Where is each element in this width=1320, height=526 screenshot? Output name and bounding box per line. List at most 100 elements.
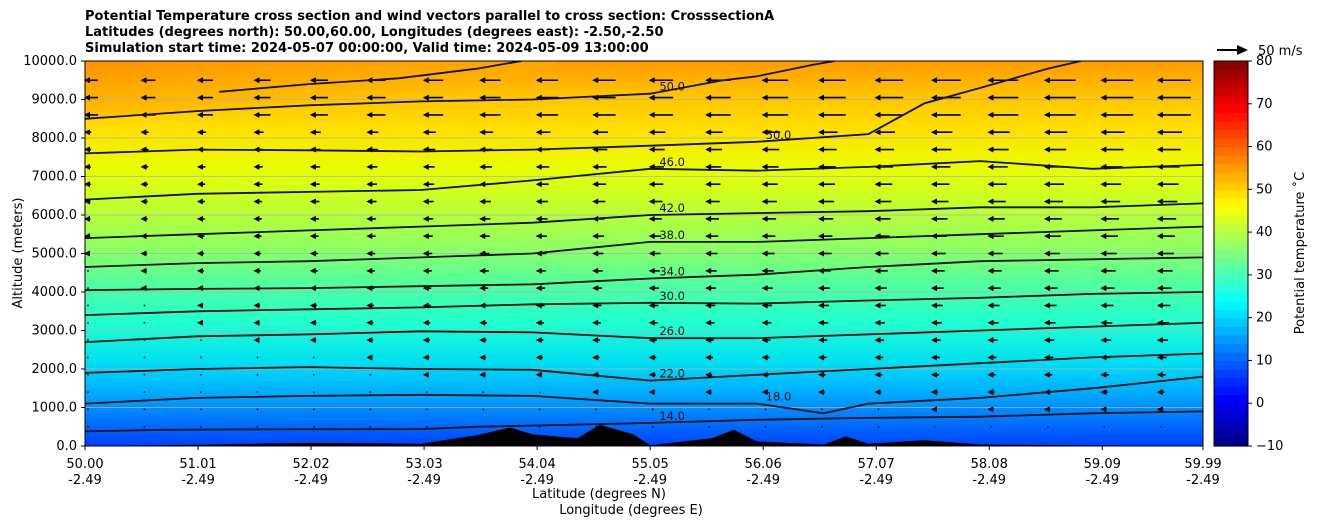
y-tick-label: 9000.0: [32, 93, 78, 108]
wind-vector-head-icon: [592, 129, 599, 136]
wind-vector-head-icon: [253, 94, 260, 101]
x-tick-label-latitude: 53.03: [405, 457, 442, 472]
wind-vector-head-icon: [1156, 198, 1163, 205]
wind-vector: [705, 250, 718, 257]
x-tick-label-latitude: 54.04: [519, 457, 556, 472]
wind-vector: [987, 163, 1008, 170]
wind-vector: [87, 339, 89, 342]
wind-vector: [705, 94, 731, 101]
wind-vector-head-icon: [592, 337, 599, 344]
wind-vector: [1100, 233, 1118, 240]
wind-vector: [761, 129, 781, 136]
wind-vector: [592, 111, 616, 118]
wind-vector-head-icon: [874, 198, 881, 205]
wind-vector: [366, 233, 376, 240]
wind-vector: [648, 302, 659, 309]
wind-vector-head-icon: [1100, 233, 1107, 240]
wind-vector: [1156, 285, 1172, 292]
wind-vector-head-icon: [253, 250, 260, 257]
wind-vector-head-icon: [818, 319, 825, 326]
wind-vector-head-icon: [874, 215, 881, 222]
wind-vector: [874, 146, 895, 153]
wind-vector: [309, 181, 320, 188]
wind-vector-head-icon: [930, 215, 937, 222]
wind-vector: [369, 425, 372, 428]
colorbar-frame: [1213, 60, 1249, 447]
colorbar: [1214, 61, 1248, 447]
wind-vector: [764, 408, 767, 411]
y-tick-label: 10000.0: [23, 54, 77, 69]
colorbar-segment: [1214, 155, 1248, 165]
wind-vector: [143, 425, 146, 428]
wind-vector-head-icon: [987, 146, 994, 153]
wind-vector: [253, 250, 262, 257]
wind-vector-head-icon: [253, 319, 260, 326]
wind-vector: [366, 354, 373, 361]
wind-vector: [761, 319, 772, 326]
colorbar-tick-label: 10: [1256, 353, 1273, 368]
wind-vector-head-icon: [309, 233, 316, 240]
y-tick-label: 2000.0: [32, 362, 78, 377]
wind-vector-head-icon: [479, 319, 486, 326]
wind-vector: [1156, 181, 1179, 188]
wind-vector: [1156, 146, 1181, 153]
wind-vector-head-icon: [140, 250, 147, 257]
x-tick-label-latitude: 57.07: [858, 457, 895, 472]
wind-vector-head-icon: [422, 233, 429, 240]
wind-vector-head-icon: [309, 94, 316, 101]
wind-vector: [1100, 337, 1112, 344]
wind-vector-head-icon: [309, 215, 316, 222]
wind-vector: [705, 354, 713, 361]
wind-vector: [140, 163, 149, 170]
wind-vector: [196, 111, 214, 118]
wind-vector-head-icon: [648, 371, 655, 378]
colorbar-label: Potential temperature ˚C: [1292, 172, 1308, 335]
wind-vector-head-icon: [479, 337, 486, 344]
wind-vector: [708, 425, 711, 428]
wind-vector: [874, 198, 892, 205]
wind-vector: [705, 285, 716, 292]
wind-vector: [256, 391, 259, 393]
wind-vector: [592, 337, 601, 344]
wind-vector: [1159, 425, 1162, 428]
colorbar-segment: [1214, 232, 1248, 242]
wind-vector: [369, 408, 372, 411]
wind-vector-head-icon: [818, 146, 825, 153]
wind-vector-head-icon: [1043, 285, 1050, 292]
wind-vector: [366, 111, 386, 118]
wind-vector-head-icon: [592, 354, 599, 361]
wind-vector-head-icon: [987, 267, 994, 274]
wind-vector-head-icon: [253, 198, 260, 205]
wind-vector-head-icon: [422, 77, 429, 84]
wind-vector-head-icon: [535, 267, 542, 274]
wind-vector-head-icon: [1100, 337, 1107, 344]
wind-vector: [761, 354, 770, 361]
wind-vector-head-icon: [140, 163, 147, 170]
wind-vector: [85, 181, 91, 188]
colorbar-segment: [1214, 61, 1248, 71]
wind-vector-head-icon: [705, 129, 712, 136]
wind-vector: [1156, 215, 1177, 222]
wind-vector-head-icon: [1156, 267, 1163, 274]
wind-vector: [761, 285, 773, 292]
wind-vector: [87, 269, 89, 272]
wind-vector: [200, 373, 202, 376]
wind-vector-head-icon: [140, 129, 147, 136]
wind-vector: [143, 373, 146, 376]
y-axis-label: Altitude (meters): [11, 198, 26, 309]
x-axis-ticks: 50.00-2.4951.01-2.4952.02-2.4953.03-2.49…: [66, 446, 1222, 488]
colorbar-tick-label: 30: [1256, 268, 1273, 283]
wind-vector: [1156, 406, 1164, 413]
wind-vector: [705, 129, 723, 136]
wind-vector-head-icon: [196, 181, 203, 188]
wind-vector-head-icon: [930, 406, 937, 413]
wind-vector: [1100, 319, 1113, 326]
wind-vector: [987, 198, 1006, 205]
wind-vector-head-icon: [648, 215, 655, 222]
wind-vector: [366, 319, 374, 326]
chart-title-line-3: Simulation start time: 2024-05-07 00:00:…: [85, 41, 649, 56]
wind-vector-head-icon: [987, 319, 994, 326]
wind-vector-head-icon: [309, 163, 316, 170]
wind-vector-head-icon: [874, 337, 881, 344]
wind-vector-head-icon: [1043, 233, 1050, 240]
